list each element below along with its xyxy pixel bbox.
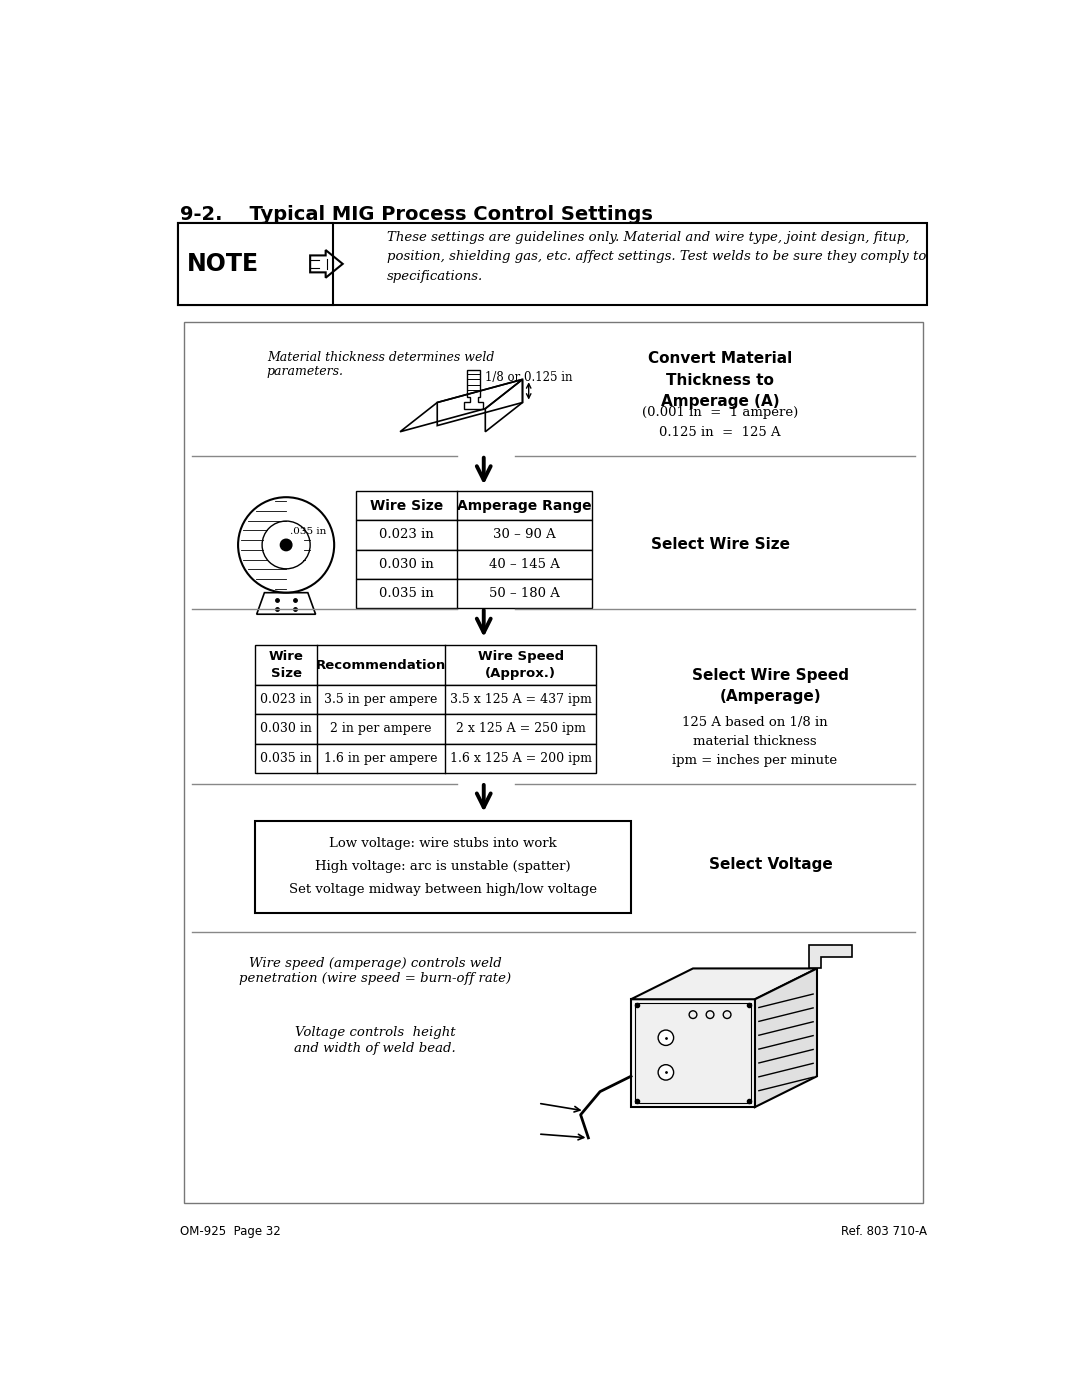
Text: High voltage: arc is unstable (spatter): High voltage: arc is unstable (spatter) [315,861,571,873]
Text: 0.030 in: 0.030 in [260,722,312,735]
Text: 3.5 x 125 A = 437 ipm: 3.5 x 125 A = 437 ipm [449,693,592,707]
Bar [356,520,592,549]
Polygon shape [755,968,816,1106]
Text: 125 A based on 1/8 in
material thickness: 125 A based on 1/8 in material thickness [683,715,827,749]
Text: 0.030 in: 0.030 in [379,557,434,571]
Bar [255,685,596,714]
Text: 3.5 in per ampere: 3.5 in per ampere [324,693,437,707]
Text: Low voltage: wire stubs into work: Low voltage: wire stubs into work [329,837,557,851]
Text: Wire
Size: Wire Size [269,650,303,680]
Text: NOTE: NOTE [187,251,258,275]
Text: 1/8 or 0.125 in: 1/8 or 0.125 in [485,372,572,384]
Text: .035 in: .035 in [291,527,326,536]
Circle shape [658,1030,674,1045]
Bar [356,578,592,608]
Text: Select Wire Speed
(Amperage): Select Wire Speed (Amperage) [692,668,849,704]
Text: Wire Size: Wire Size [369,499,443,513]
Text: 1.6 x 125 A = 200 ipm: 1.6 x 125 A = 200 ipm [449,752,592,764]
Circle shape [658,1065,674,1080]
Text: 40 – 145 A: 40 – 145 A [489,557,559,571]
Text: OM-925  Page 32: OM-925 Page 32 [180,1225,281,1238]
Polygon shape [631,968,816,999]
Text: Select Voltage: Select Voltage [708,856,833,872]
Bar [255,820,631,914]
Circle shape [262,521,310,569]
Text: Convert Material
Thickness to
Amperage (A): Convert Material Thickness to Amperage (… [648,351,793,409]
Text: Set voltage midway between high/low voltage: Set voltage midway between high/low volt… [289,883,597,897]
Bar [356,549,592,578]
Text: Amperage Range: Amperage Range [457,499,592,513]
Bar [184,321,923,1203]
Bar [177,224,333,305]
Bar [255,743,596,773]
Text: 9-2.    Typical MIG Process Control Settings: 9-2. Typical MIG Process Control Setting… [180,204,652,224]
Text: 50 – 180 A: 50 – 180 A [489,587,559,599]
Text: Ref. 803 710-A: Ref. 803 710-A [841,1225,927,1238]
Bar [255,645,596,685]
Text: penetration (wire speed = burn-off rate): penetration (wire speed = burn-off rate) [239,972,511,985]
Text: 0.035 in: 0.035 in [379,587,434,599]
Text: Recommendation: Recommendation [316,658,446,672]
Text: 2 in per ampere: 2 in per ampere [330,722,432,735]
Text: and width of weld bead.: and width of weld bead. [295,1042,456,1055]
Bar [177,224,927,305]
Text: Select Wire Size: Select Wire Size [650,538,789,552]
Text: Wire Speed
(Approx.): Wire Speed (Approx.) [477,650,564,680]
Text: Voltage controls  height: Voltage controls height [295,1027,456,1039]
Text: 2 x 125 A = 250 ipm: 2 x 125 A = 250 ipm [456,722,585,735]
Text: 30 – 90 A: 30 – 90 A [494,528,556,542]
Circle shape [281,539,292,550]
Bar [356,490,592,520]
Text: (0.001 in  =  1 ampere)
0.125 in  =  125 A: (0.001 in = 1 ampere) 0.125 in = 125 A [642,407,798,439]
Text: 1.6 in per ampere: 1.6 in per ampere [324,752,437,764]
Bar [631,999,755,1106]
Text: These settings are guidelines only. Material and wire type, joint design, fitup,: These settings are guidelines only. Mate… [387,231,927,282]
Text: ipm = inches per minute: ipm = inches per minute [673,754,838,767]
Polygon shape [809,946,852,968]
Bar [635,1003,751,1104]
Text: 0.023 in: 0.023 in [379,528,434,542]
Text: 0.035 in: 0.035 in [260,752,312,764]
Text: Material thickness determines weld: Material thickness determines weld [267,351,495,363]
Text: Wire speed (amperage) controls weld: Wire speed (amperage) controls weld [248,957,501,970]
Bar [255,714,596,743]
Text: parameters.: parameters. [267,365,343,377]
Text: 0.023 in: 0.023 in [260,693,312,707]
